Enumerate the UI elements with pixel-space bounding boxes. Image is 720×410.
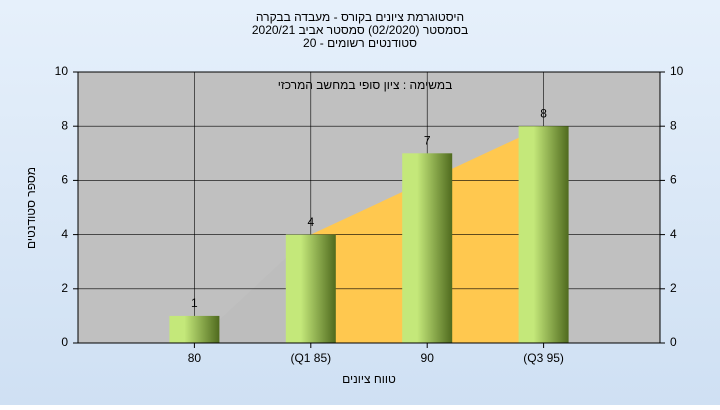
bar: [169, 315, 220, 343]
y-tick-label: 2: [61, 281, 68, 295]
y-axis-label: מספר סטודנטים: [24, 167, 38, 249]
x-tick-label: 90: [421, 351, 435, 365]
x-tick-label: (Q1 85): [290, 351, 331, 365]
data-label: 7: [424, 133, 431, 147]
x-tick-label: 80: [188, 351, 202, 365]
y-tick-label: 6: [61, 173, 68, 187]
title: היסטוגרמת ציונים בקורס - מעבדה בבקרה בסמ…: [252, 10, 468, 50]
title-line: היסטוגרמת ציונים בקורס - מעבדה בבקרה: [256, 10, 464, 24]
y-tick-label: 8: [61, 118, 68, 132]
y2-tick-label: 0: [670, 335, 677, 349]
bar: [518, 126, 569, 343]
y-tick-label: 10: [55, 64, 69, 78]
bar: [402, 153, 453, 343]
title-line: סטודנטים רשומים - 20: [303, 36, 417, 50]
data-label: 8: [540, 106, 547, 120]
y2-tick-label: 8: [670, 118, 677, 132]
title-line: בסמסטר (02/2020) סמסטר אביב 2020/21: [252, 23, 468, 37]
y2-tick-label: 6: [670, 173, 677, 187]
data-label: 4: [307, 215, 314, 229]
y-tick-label: 0: [61, 335, 68, 349]
plot-border: [77, 71, 661, 344]
x-axis-label: טווח ציונים: [342, 372, 396, 386]
data-label: 1: [191, 296, 198, 310]
y-tick-label: 4: [61, 227, 68, 241]
y2-tick-label: 10: [670, 64, 684, 78]
trend-area: [194, 234, 311, 343]
y2-tick-label: 2: [670, 281, 677, 295]
x-tick-label: (Q3 95): [523, 351, 564, 365]
bar: [285, 234, 336, 343]
annotation: במשימה : ציון סופי במחשב המרכזי: [278, 78, 453, 92]
y2-tick-label: 4: [670, 227, 677, 241]
